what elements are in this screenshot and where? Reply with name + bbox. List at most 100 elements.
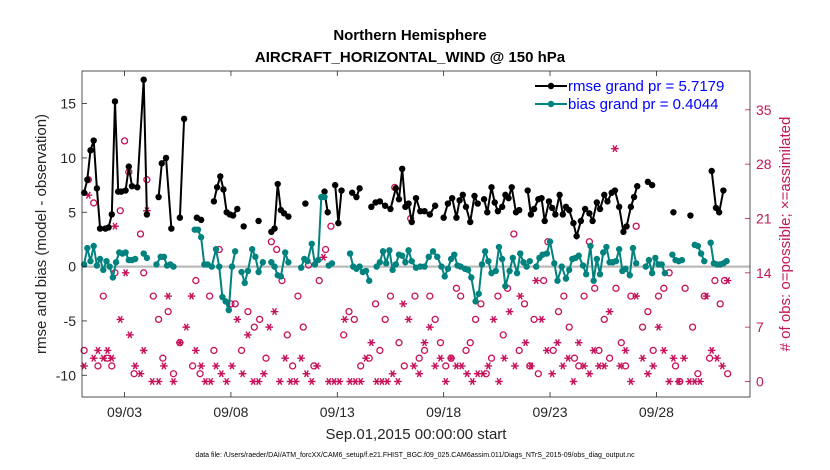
obs-assimilated-marker (254, 377, 263, 386)
obs-assimilated-marker (580, 362, 588, 370)
obs-possible-marker (711, 276, 719, 285)
obs-assimilated-marker (297, 354, 305, 362)
obs-possible-marker (705, 354, 714, 362)
bias-point (468, 274, 475, 281)
x-tick-label: 09/18 (426, 404, 461, 420)
bias-point (225, 306, 232, 314)
bias-point (244, 267, 252, 275)
obs-possible-marker (267, 238, 275, 246)
rmse-point (105, 224, 112, 231)
rmse-point (80, 189, 88, 196)
obs-possible-marker (600, 315, 608, 324)
obs-possible-marker (591, 284, 599, 292)
obs-possible-marker (565, 323, 573, 331)
rmse-series-line (157, 155, 173, 229)
legend-bias-marker (547, 100, 555, 108)
bias-point (160, 253, 168, 261)
rmse-point (556, 191, 563, 199)
rmse-point (392, 185, 399, 192)
obs-possible-marker (520, 300, 529, 308)
bias-point (252, 253, 259, 261)
obs-assimilated-marker (121, 269, 130, 277)
bias-point (492, 267, 499, 275)
rmse-point (140, 76, 147, 83)
rmse-point (498, 203, 506, 211)
bias-point (208, 263, 215, 270)
obs-assimilated-marker (674, 377, 683, 386)
bias-point (106, 263, 113, 270)
obs-assimilated-marker (176, 339, 184, 347)
x-tick-label: 09/03 (107, 404, 142, 420)
rmse-point (471, 192, 478, 200)
obs-assimilated-marker (505, 307, 514, 316)
obs-assimilated-marker (420, 339, 429, 347)
rmse-point (530, 205, 538, 213)
bias-point (513, 269, 521, 277)
bias-point (632, 260, 640, 267)
rmse-point (611, 187, 619, 194)
bias-point (405, 247, 412, 254)
rmse-point (87, 147, 94, 154)
rmse-point (604, 198, 611, 205)
rmse-point (240, 223, 247, 230)
obs-assimilated-marker (654, 323, 663, 331)
obs-assimilated-marker (543, 346, 551, 355)
obs-possible-marker (426, 292, 434, 300)
obs-assimilated-marker (600, 362, 609, 370)
obs-assimilated-marker (335, 377, 344, 386)
obs-possible-marker (638, 323, 647, 331)
obs-assimilated-marker (457, 362, 466, 370)
bias-point (228, 263, 236, 270)
obs-possible-marker (605, 354, 614, 362)
rmse-point (331, 181, 339, 189)
obs-possible-marker (649, 346, 657, 355)
bias-point (271, 263, 278, 270)
obs-possible-marker (539, 276, 548, 285)
obs-possible-marker (452, 284, 461, 292)
obs-assimilated-marker (718, 362, 727, 370)
obs-assimilated-marker (192, 346, 200, 355)
obs-possible-marker (210, 346, 218, 355)
obs-possible-marker (288, 362, 297, 370)
rmse-point (620, 228, 627, 236)
bias-point (694, 242, 702, 250)
bias-point (122, 249, 129, 256)
obs-assimilated-marker (696, 377, 704, 386)
rmse-point (84, 176, 91, 183)
bias-point (285, 259, 292, 266)
rmse-point (353, 193, 360, 201)
obs-assimilated-marker (569, 377, 578, 386)
rmse-point (634, 182, 641, 190)
obs-possible-marker (442, 362, 450, 370)
obs-possible-marker (376, 346, 384, 355)
rmse-point (508, 184, 515, 191)
rmse-point (480, 196, 488, 203)
rmse-point (648, 181, 656, 189)
obs-assimilated-marker (148, 377, 157, 386)
obs-possible-marker (471, 315, 480, 324)
obs-assimilated-marker (197, 362, 205, 370)
obs-assimilated-marker (537, 315, 546, 324)
rmse-point (552, 211, 559, 218)
y2-tick-label: 0 (756, 373, 764, 389)
bias-point (402, 259, 409, 266)
obs-assimilated-marker (276, 377, 284, 386)
obs-assimilated-marker (217, 370, 226, 378)
obs-assimilated-marker (611, 144, 619, 153)
bias-point (495, 243, 503, 251)
obs-assimilated-marker (139, 346, 148, 355)
obs-possible-marker (273, 245, 281, 254)
bias-point (697, 250, 705, 257)
bias-point (506, 267, 513, 275)
obs-possible-marker (530, 315, 538, 324)
obs-possible-marker (205, 292, 214, 300)
chart-title: Northern Hemisphere (333, 27, 486, 44)
obs-assimilated-marker (574, 339, 583, 347)
bias-point (498, 255, 506, 263)
rmse-point (274, 180, 281, 188)
bias-point (645, 256, 653, 264)
obs-possible-marker (494, 292, 502, 300)
bias-point (593, 255, 601, 263)
rmse-point (168, 225, 175, 232)
obs-assimilated-marker (340, 315, 349, 324)
